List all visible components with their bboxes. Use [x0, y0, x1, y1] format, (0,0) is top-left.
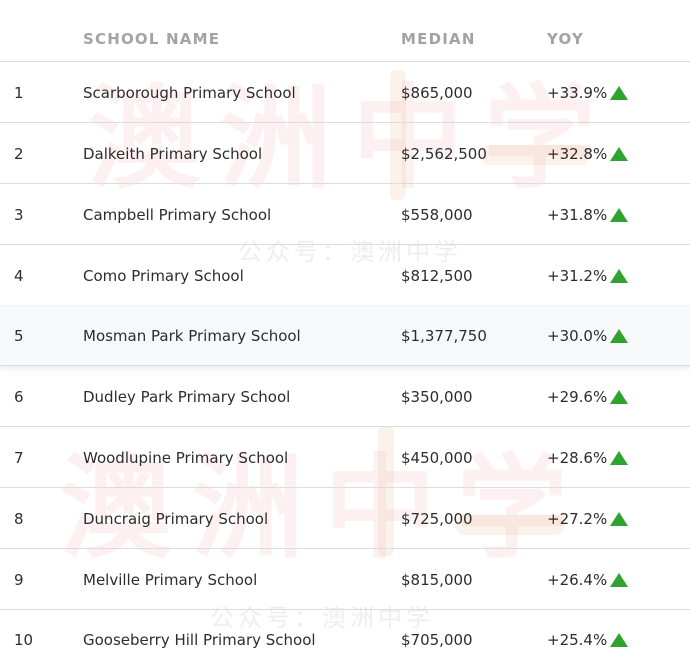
table-row[interactable]: 7 Woodlupine Primary School $450,000 +28…	[0, 427, 690, 488]
rank-cell: 9	[14, 571, 24, 589]
yoy-cell: +26.4%	[547, 571, 608, 589]
table-row[interactable]: 2 Dalkeith Primary School $2,562,500 +32…	[0, 123, 690, 184]
table-row[interactable]: 3 Campbell Primary School $558,000 +31.8…	[0, 184, 690, 245]
school-name-cell: Dalkeith Primary School	[83, 145, 263, 163]
triangle-up-icon	[610, 633, 628, 647]
school-name-cell: Scarborough Primary School	[83, 84, 296, 102]
table-row[interactable]: 6 Dudley Park Primary School $350,000 +2…	[0, 366, 690, 427]
yoy-cell: +28.6%	[547, 449, 608, 467]
school-name-cell: Dudley Park Primary School	[83, 388, 291, 406]
median-cell: $558,000	[401, 206, 473, 224]
triangle-up-icon	[610, 208, 628, 222]
school-name-cell: Campbell Primary School	[83, 206, 272, 224]
rank-cell: 8	[14, 510, 24, 528]
table-header: SCHOOL NAME MEDIAN YOY	[0, 0, 690, 62]
school-name-cell: Melville Primary School	[83, 571, 258, 589]
yoy-cell: +30.0%	[547, 327, 608, 345]
table-row[interactable]: 4 Como Primary School $812,500 +31.2%	[0, 245, 690, 306]
median-cell: $815,000	[401, 571, 473, 589]
median-cell: $705,000	[401, 631, 473, 649]
yoy-cell: +25.4%	[547, 631, 608, 649]
median-cell: $450,000	[401, 449, 473, 467]
yoy-cell: +31.2%	[547, 267, 608, 285]
table-row[interactable]: 10 Gooseberry Hill Primary School $705,0…	[0, 609, 690, 670]
triangle-up-icon	[610, 390, 628, 404]
column-header-yoy[interactable]: YOY	[547, 30, 585, 48]
rank-cell: 3	[14, 206, 24, 224]
table-row[interactable]: 9 Melville Primary School $815,000 +26.4…	[0, 549, 690, 610]
median-cell: $350,000	[401, 388, 473, 406]
triangle-up-icon	[610, 329, 628, 343]
school-name-cell: Duncraig Primary School	[83, 510, 269, 528]
triangle-up-icon	[610, 573, 628, 587]
school-name-cell: Como Primary School	[83, 267, 244, 285]
table-row[interactable]: 8 Duncraig Primary School $725,000 +27.2…	[0, 488, 690, 549]
triangle-up-icon	[610, 451, 628, 465]
yoy-cell: +33.9%	[547, 84, 608, 102]
rank-cell: 1	[14, 84, 24, 102]
triangle-up-icon	[610, 269, 628, 283]
triangle-up-icon	[610, 512, 628, 526]
median-cell: $865,000	[401, 84, 473, 102]
table-row[interactable]: 1 Scarborough Primary School $865,000 +3…	[0, 62, 690, 123]
school-name-cell: Mosman Park Primary School	[83, 327, 301, 345]
rank-cell: 2	[14, 145, 24, 163]
median-cell: $812,500	[401, 267, 473, 285]
yoy-cell: +29.6%	[547, 388, 608, 406]
yoy-cell: +31.8%	[547, 206, 608, 224]
column-header-median[interactable]: MEDIAN	[401, 30, 476, 48]
triangle-up-icon	[610, 86, 628, 100]
yoy-cell: +27.2%	[547, 510, 608, 528]
column-header-school-name[interactable]: SCHOOL NAME	[83, 30, 221, 48]
yoy-cell: +32.8%	[547, 145, 608, 163]
table-row[interactable]: 5 Mosman Park Primary School $1,377,750 …	[0, 305, 690, 366]
school-name-cell: Gooseberry Hill Primary School	[83, 631, 316, 649]
rank-cell: 4	[14, 267, 24, 285]
rank-cell: 5	[14, 327, 24, 345]
school-name-cell: Woodlupine Primary School	[83, 449, 289, 467]
median-cell: $725,000	[401, 510, 473, 528]
rank-cell: 10	[14, 631, 34, 649]
rank-cell: 7	[14, 449, 24, 467]
median-cell: $1,377,750	[401, 327, 487, 345]
triangle-up-icon	[610, 147, 628, 161]
median-cell: $2,562,500	[401, 145, 487, 163]
rank-cell: 6	[14, 388, 24, 406]
